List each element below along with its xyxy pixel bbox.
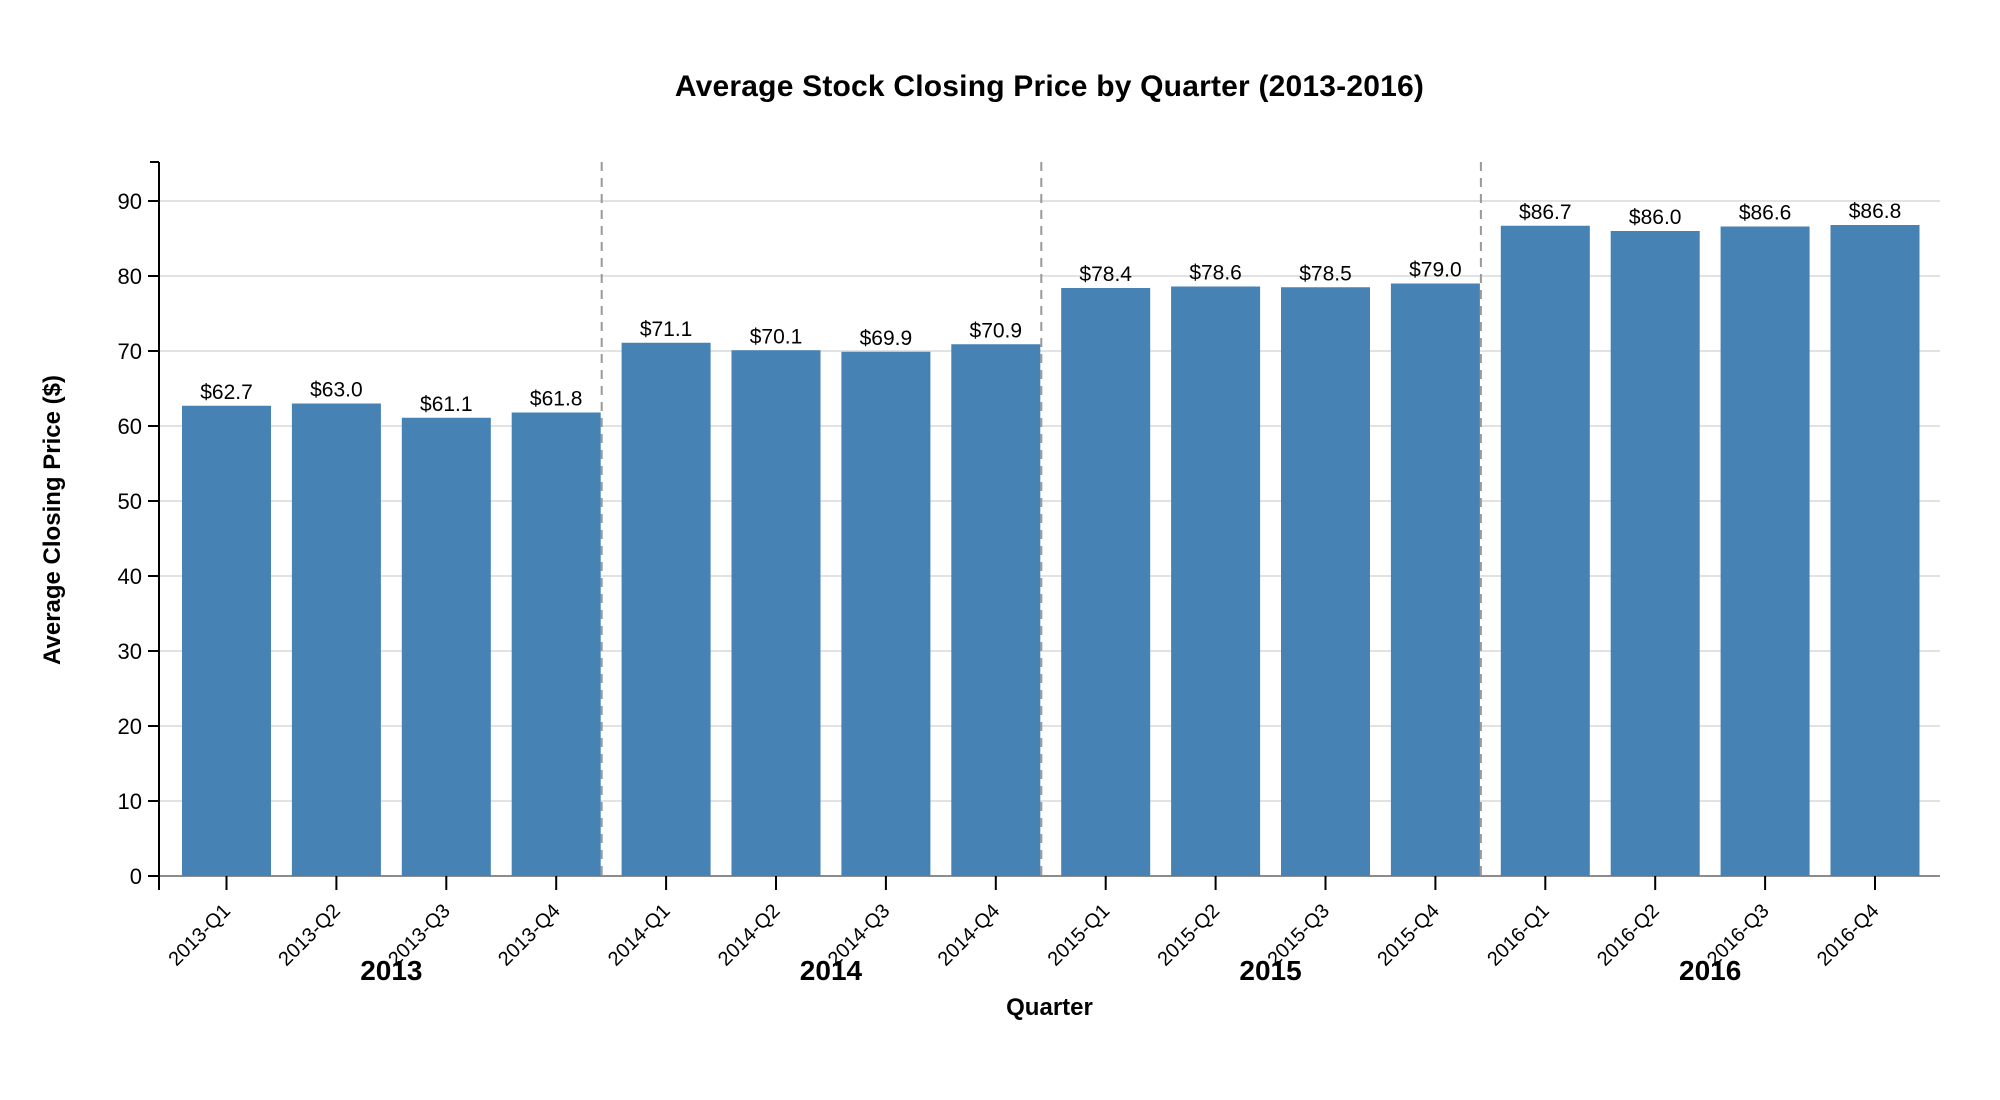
bar: [1720, 226, 1810, 876]
bar-value-label: $86.8: [1849, 200, 1902, 223]
y-tick-label: 60: [118, 414, 142, 439]
bar-value-label: $70.9: [970, 319, 1023, 342]
bar: [1610, 231, 1700, 876]
bar-value-label: $79.0: [1409, 259, 1462, 282]
bar-value-label: $86.6: [1739, 202, 1792, 225]
x-axis-title: Quarter: [1006, 994, 1093, 1021]
x-tick-label: 2013-Q4: [494, 900, 565, 971]
bar-value-label: $78.6: [1189, 262, 1242, 285]
bar: [1171, 286, 1261, 876]
bar-value-label: $61.1: [420, 393, 473, 416]
y-tick-label: 40: [118, 564, 142, 589]
bar: [1500, 225, 1590, 876]
y-tick-label: 20: [118, 714, 142, 739]
bar-value-label: $71.1: [640, 318, 693, 341]
x-tick-label: 2013-Q2: [274, 900, 345, 971]
year-label: 2013: [360, 955, 422, 986]
bar-value-label: $61.8: [530, 388, 583, 411]
bar: [1830, 225, 1920, 876]
x-tick-label: 2015-Q2: [1154, 900, 1225, 971]
y-tick-label: 80: [118, 264, 142, 289]
chart-title: Average Stock Closing Price by Quarter (…: [674, 70, 1425, 103]
bar: [1061, 288, 1151, 876]
y-tick-label: 30: [118, 639, 142, 664]
bar: [1390, 283, 1480, 876]
x-tick-label: 2014-Q2: [714, 900, 785, 971]
x-tick-label: 2015-Q1: [1044, 900, 1115, 971]
bar-value-label: $62.7: [200, 381, 253, 404]
bar-value-label: $63.0: [310, 379, 363, 402]
bar: [731, 350, 821, 876]
y-tick-label: 90: [118, 189, 142, 214]
bar-value-label: $86.7: [1519, 201, 1572, 224]
y-tick-label: 70: [118, 339, 142, 364]
bar: [291, 403, 381, 876]
y-axis-title: Average Closing Price ($): [39, 375, 66, 665]
x-tick-label: 2016-Q1: [1483, 900, 1554, 971]
x-tick-label: 2016-Q2: [1593, 900, 1664, 971]
x-tick-label: 2015-Q4: [1373, 900, 1444, 971]
bar-value-label: $69.9: [860, 327, 913, 350]
x-tick-label: 2013-Q1: [164, 900, 235, 971]
bar: [182, 405, 271, 876]
x-tick-label: 2016-Q4: [1813, 900, 1884, 971]
bar: [621, 342, 711, 876]
y-tick-label: 50: [118, 489, 142, 514]
x-tick-label: 2014-Q1: [604, 900, 675, 971]
bar-value-label: $86.0: [1629, 206, 1682, 229]
y-tick-label: 10: [118, 789, 142, 814]
y-tick-label: 0: [130, 864, 142, 889]
bar: [951, 344, 1041, 876]
bar: [511, 412, 601, 876]
bar: [841, 351, 931, 876]
bar-value-label: $78.4: [1079, 263, 1132, 286]
bar: [1281, 287, 1370, 876]
bar-value-label: $70.1: [750, 325, 803, 348]
x-tick-label: 2014-Q4: [934, 900, 1005, 971]
year-label: 2015: [1239, 955, 1301, 986]
year-label: 2014: [800, 955, 863, 986]
bar-value-label: $78.5: [1299, 262, 1352, 285]
year-label: 2016: [1679, 955, 1741, 986]
bar: [401, 417, 491, 876]
